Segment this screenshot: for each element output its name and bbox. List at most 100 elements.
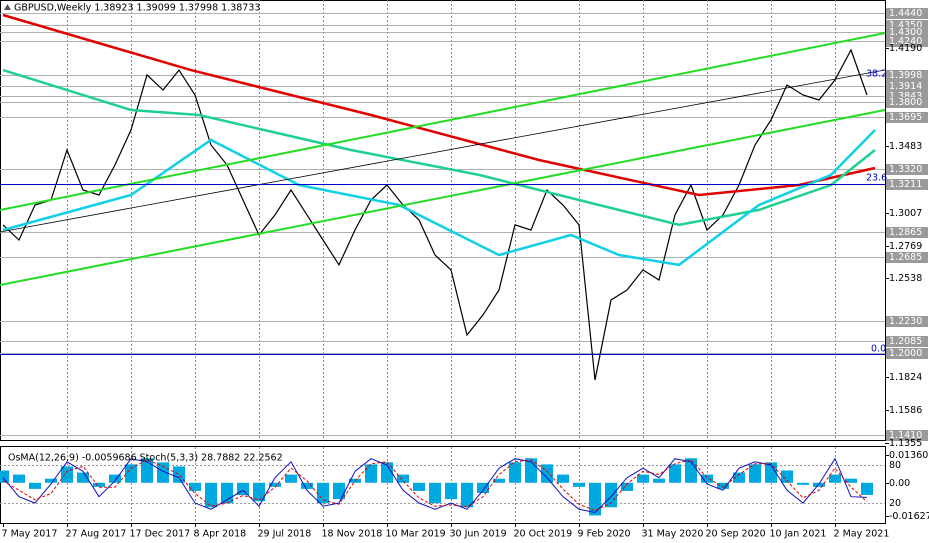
osma-bar: [509, 462, 521, 483]
y-tick-box: [886, 27, 928, 38]
y-tick-label: 1.4440: [889, 8, 922, 19]
osma-bar: [797, 482, 809, 485]
osma-bar: [285, 474, 297, 483]
chart-title: GBPUSD,Weekly 1.38923 1.39099 1.37998 1.…: [14, 3, 260, 14]
moving-average: [2, 68, 876, 227]
osma-bar: [157, 462, 169, 483]
price-line: [2, 48, 868, 381]
y-tick-box: [886, 8, 928, 19]
osma-bar: [557, 474, 569, 483]
osma-bar: [445, 482, 457, 500]
y-tick-label: 1.2685: [889, 252, 922, 263]
osma-bar: [29, 482, 41, 489]
y-tick-label: 1.4190: [889, 43, 922, 54]
osma-bar: [333, 482, 345, 500]
x-tick-label: 20 Oct 2019: [514, 529, 573, 540]
y-tick-box: [886, 70, 928, 81]
x-tick-label: 2 May 2021: [834, 529, 890, 540]
osma-bar: [173, 466, 185, 483]
osma-bar: [189, 482, 201, 491]
osma-bar: [701, 474, 713, 483]
osma-bar: [813, 482, 825, 487]
osma-bar: [61, 466, 73, 483]
y-tick-box: [886, 20, 928, 31]
osma-bar: [253, 482, 265, 502]
osma-bar: [205, 482, 217, 508]
osma-bar: [125, 464, 137, 483]
y-tick-box: [886, 112, 928, 123]
osma-bar: [589, 482, 601, 516]
y-tick-label: 1.1355: [889, 438, 922, 449]
x-tick-label: 10 Mar 2019: [386, 529, 446, 540]
y-tick-label: 1.2538: [889, 273, 922, 284]
osma-bar: [429, 482, 441, 504]
y-tick-label: 1.2000: [889, 348, 922, 359]
x-tick-label: 9 Feb 2020: [578, 529, 631, 540]
x-tick-label: 8 Apr 2018: [194, 529, 247, 540]
y-tick-label: 1.2230: [889, 316, 922, 327]
fibo-label: 0.0: [871, 344, 886, 355]
osma-bar: [573, 482, 585, 487]
x-tick-label: 31 May 2020: [642, 529, 704, 540]
osma-bar: [77, 472, 89, 483]
y-tick-label: 1.1586: [889, 405, 922, 416]
osma-bar: [477, 482, 489, 493]
stochastic-line: [2, 457, 868, 514]
fibo-label: 38.2: [866, 69, 887, 80]
osma-bar: [269, 482, 281, 487]
x-tick-label: 30 Jun 2019: [450, 529, 507, 540]
osma-bar: [749, 464, 761, 483]
y-tick-box: [886, 252, 928, 263]
osma-bar: [0, 470, 9, 483]
osma-bar: [397, 474, 409, 483]
osma-bar: [365, 464, 377, 483]
y-tick-box: [886, 179, 928, 190]
fibo-label: 23.6: [866, 173, 887, 184]
y2-tick-label: 20: [889, 498, 901, 509]
y-tick-label: 1.3320: [889, 164, 922, 175]
osma-bar: [685, 458, 697, 483]
osma-bar: [733, 472, 745, 483]
y-tick-box: [886, 227, 928, 238]
osma-bar: [829, 474, 841, 483]
x-tick-label: 17 Dec 2017: [130, 529, 191, 540]
y-tick-label: 0.0136055: [889, 450, 929, 461]
main-layer: [0, 0, 885, 523]
y-tick-label: 0.00: [889, 478, 910, 489]
y-tick-label: 1.3211: [889, 179, 922, 190]
osma-bar: [301, 482, 313, 489]
osma-bar: [669, 464, 681, 483]
y-tick-box: [886, 316, 928, 327]
y2-tick-label: 80: [889, 460, 901, 471]
osma-bar: [381, 462, 393, 483]
y-tick-label: 1.3695: [889, 112, 922, 123]
y-tick-box: [886, 164, 928, 175]
y-tick-box: [886, 97, 928, 108]
osma-bar: [109, 474, 121, 483]
osma-bar: [861, 482, 873, 495]
y-tick-box: [886, 430, 928, 441]
y-tick-box: [886, 36, 928, 47]
trend-line: [0, 69, 886, 233]
symbol-icon: [4, 4, 11, 10]
main-pane: [0, 0, 886, 441]
y-tick-label: 1.2769: [889, 241, 922, 252]
y-tick-label: 1.3998: [889, 70, 922, 81]
osma-bar: [781, 470, 793, 483]
osma-bar: [461, 482, 473, 508]
osma-bar: [717, 482, 729, 489]
y-tick-label: 1.4240: [889, 36, 922, 47]
osma-bar: [13, 474, 25, 483]
y-tick-label: 1.2085: [889, 336, 922, 347]
y-tick-label: 1.3914: [889, 81, 922, 92]
y-tick-box: [886, 81, 928, 92]
osma-bar: [621, 482, 633, 491]
y-tick-label: 1.3843: [889, 91, 922, 102]
osma-bar: [413, 482, 425, 491]
y-tick-label: 1.4350: [889, 20, 922, 31]
y-tick-box: [886, 91, 928, 102]
y-tick-label: 1.3007: [889, 208, 922, 219]
indicator-title: OsMA(12,26,9) -0.0059686 Stoch(5,3,3) 28…: [8, 453, 283, 464]
y-tick-label: 1.3483: [889, 141, 922, 152]
